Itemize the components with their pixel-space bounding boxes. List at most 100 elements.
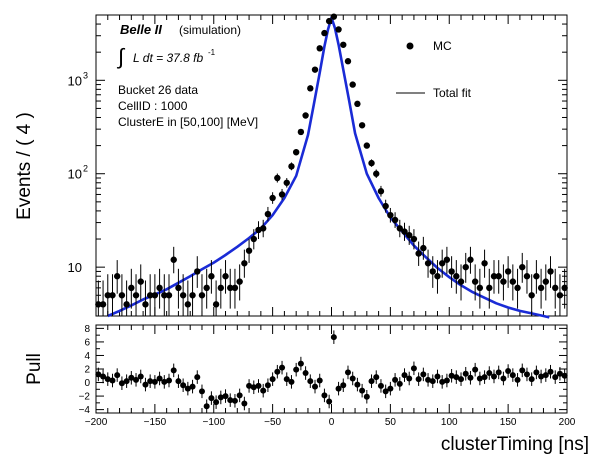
mc-data-point [128,268,135,309]
mc-marker [434,273,441,280]
pull-data-point [401,368,408,382]
mc-data-point [283,178,290,188]
pull-marker [147,378,154,385]
pull-marker [170,367,177,374]
mc-data-point [142,280,149,316]
mc-marker [156,284,163,292]
mc-marker [486,284,493,292]
pull-marker [415,376,422,383]
pull-data-point [552,370,559,384]
pull-data-point [439,375,446,389]
lumi-integral-sign: ∫ [116,44,126,69]
mc-marker [401,228,408,235]
pull-marker [302,370,309,377]
pull-data-point [142,377,149,392]
mc-data-point [490,260,498,294]
mc-data-point [288,162,295,171]
pull-marker [349,375,356,382]
lumi-text: L dt = 37.8 fb [133,51,203,65]
pull-marker [368,378,375,385]
mc-marker [288,163,295,170]
legend: MC Total fit [396,39,472,100]
mc-marker [344,58,352,65]
mc-data-point [278,188,286,201]
mc-data-point [443,246,451,274]
pull-marker [269,376,276,383]
pull-data-point [246,379,253,393]
pull-data-point [128,371,135,385]
mc-data-point [104,274,111,316]
pull-marker [128,374,135,381]
mc-data-point [321,29,328,37]
mc-data-point [410,229,418,250]
pull-marker [547,368,554,375]
mc-marker [514,284,521,292]
bottom-y-tick-label: 2 [84,365,90,376]
mc-data-point [514,268,521,309]
mc-data-point [533,260,540,294]
pull-data-point [533,365,540,380]
mc-data-point [203,268,210,309]
pull-marker [326,398,333,405]
pull-marker [161,378,168,385]
mc-data-point [241,249,248,278]
mc-data-point [349,81,356,88]
pull-marker [476,375,483,382]
mc-marker [269,194,276,202]
pull-data-point [283,372,290,386]
mc-marker [330,13,338,20]
cellid-label: CellID : 1000 [118,99,188,113]
pull-data-point [307,374,314,388]
pull-marker [255,382,262,389]
pull-marker [231,397,238,404]
pull-marker [542,372,549,379]
mc-data-point [123,280,130,316]
pull-data-point [382,384,389,399]
pull-data-point [467,371,474,385]
pull-data-point [137,369,144,384]
mc-data-point [368,159,375,167]
mc-data-point [537,268,545,309]
pull-data-point [392,373,399,387]
pull-data-point [561,369,568,383]
pull-data-point [170,363,177,378]
mc-marker [467,256,474,263]
pull-data-point [490,369,497,384]
pull-marker [151,378,158,385]
pull-data-point [523,367,530,382]
mc-data-point [354,100,361,108]
pull-marker [500,375,507,382]
mc-marker [260,225,267,232]
pull-data-point [203,399,210,413]
pull-marker [330,334,337,341]
pull-data-point [528,372,535,386]
bottom-panel: −4 −2 0 2 4 6 8 −200 −150 −100 −50 0 50 100 150 200 Pu… [24,324,576,428]
pull-marker [462,370,469,377]
pull-marker [109,377,116,384]
mc-marker [104,292,111,299]
x-tick-label: 200 [559,417,576,428]
pull-data-point [410,361,417,376]
mc-marker [542,278,550,285]
pull-data-point [368,374,375,388]
pull-marker [410,365,417,372]
mc-data-point [462,252,469,283]
mc-data-point [340,41,347,48]
mc-marker [95,301,102,308]
x-tick-label: −150 [144,417,167,428]
x-tick-label: 50 [385,417,397,428]
mc-data-point [401,222,408,241]
pull-data-point [462,366,469,381]
pull-data-point [217,390,224,405]
mc-marker [118,292,126,299]
mc-marker [429,268,436,275]
mc-data-point [438,249,446,278]
pull-data-point [260,383,267,398]
pull-marker [175,378,182,385]
pull-marker [297,360,304,367]
mc-data-point [547,256,554,288]
mc-data-point [382,199,389,213]
mc-marker [335,26,342,33]
mc-data-point [250,229,257,250]
mc-marker [316,45,323,52]
